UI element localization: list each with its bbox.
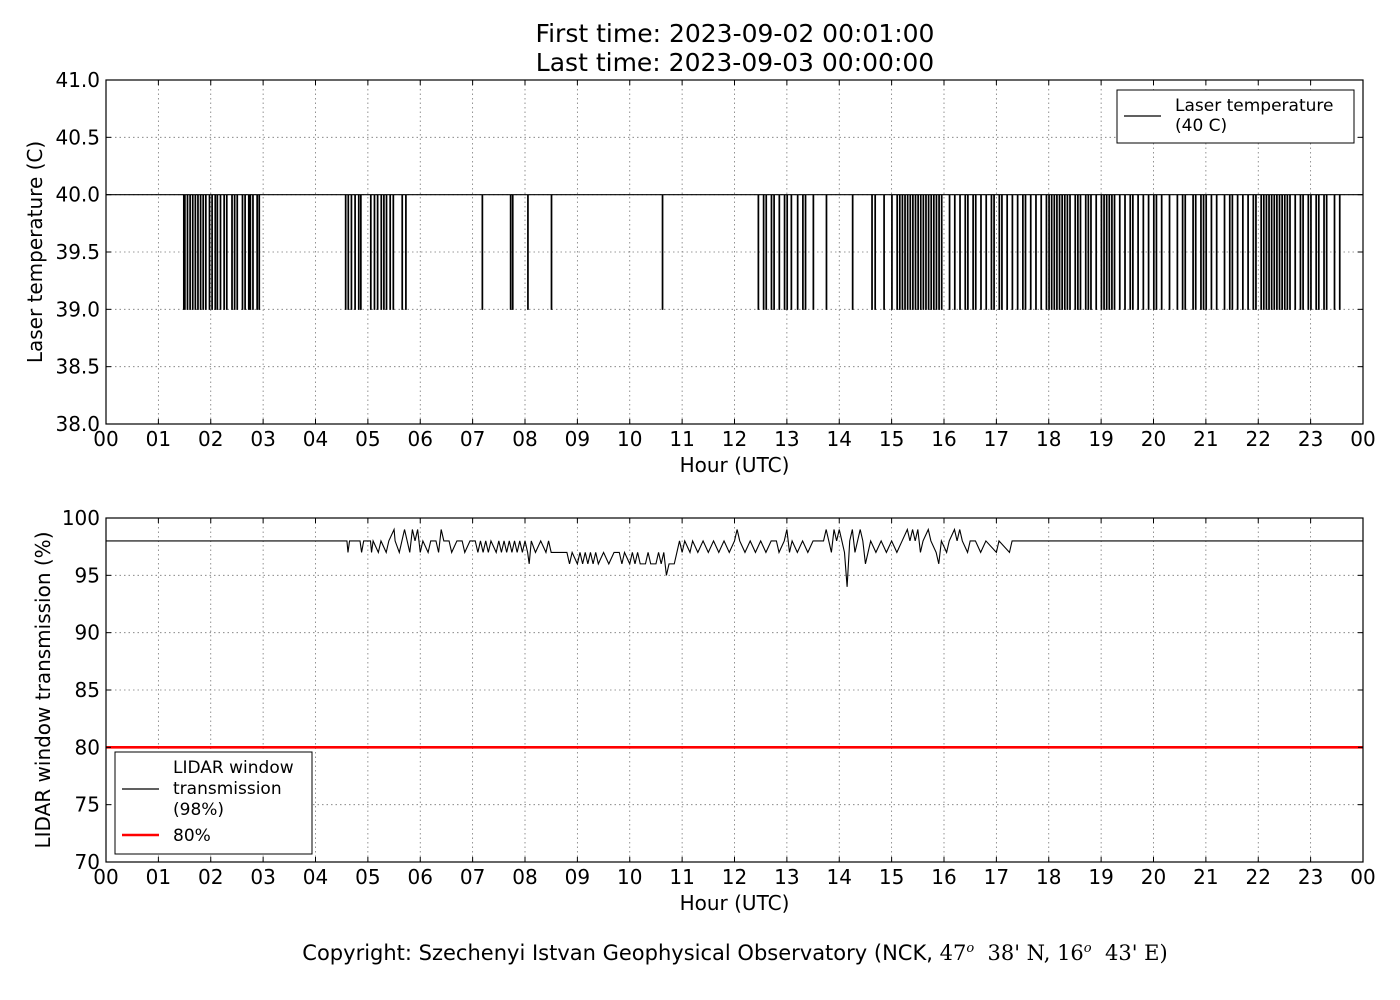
x-tick-label: 18 [1036,865,1061,889]
legend-label-lidar: LIDAR window [173,758,294,778]
legend-label-laser: (40 C) [1175,116,1227,136]
legend-label-laser: Laser temperature [1175,96,1333,116]
y-tick-label: 85 [75,678,100,702]
x-tick-label: 03 [250,427,275,451]
y-axis-label: Laser temperature (C) [23,141,47,363]
y-tick-label: 100 [62,506,100,530]
x-tick-label: 21 [1193,427,1218,451]
y-tick-label: 70 [75,850,100,874]
legend-label-lidar: (98%) [173,800,224,820]
lidar-transmission-series-line [106,527,1363,587]
x-tick-label: 09 [565,427,590,451]
x-tick-label: 22 [1246,427,1271,451]
x-tick-label: 00 [1350,865,1375,889]
copyright-note: Copyright: Szechenyi Istvan Geophysical … [0,936,1400,966]
x-tick-label: 05 [355,865,380,889]
x-tick-label: 10 [617,865,642,889]
x-tick-label: 06 [408,427,433,451]
legend-label-threshold: 80% [173,826,211,846]
x-tick-label: 18 [1036,427,1061,451]
x-tick-label: 00 [1350,427,1375,451]
y-tick-label: 75 [75,793,100,817]
x-tick-label: 05 [355,427,380,451]
y-tick-label: 38.5 [55,355,100,379]
latitude-rest: 38' N, [987,941,1058,965]
x-tick-label: 15 [879,865,904,889]
x-tick-label: 20 [1141,427,1166,451]
legend-label-lidar: transmission [173,779,282,799]
x-tick-label: 09 [565,865,590,889]
copyright-text: Copyright: Szechenyi Istvan Geophysical … [302,941,940,965]
degree-mark: o [966,941,975,956]
x-tick-label: 08 [512,427,537,451]
x-tick-label: 19 [1088,865,1113,889]
x-tick-label: 04 [303,865,328,889]
x-tick-label: 06 [408,865,433,889]
x-axis-label: Hour (UTC) [680,891,790,915]
y-tick-label: 40.5 [55,125,100,149]
x-tick-label: 15 [879,427,904,451]
x-tick-label: 01 [146,427,171,451]
x-tick-label: 12 [722,427,747,451]
longitude-rest: 43' E) [1104,941,1168,965]
x-tick-label: 16 [931,427,956,451]
x-tick-label: 01 [146,865,171,889]
lidar-transmission-plot: 00 01 02 03 04 05 06 07 08 09 10 11 12 13 14 15 16 17 18 19… [31,506,1376,915]
x-tick-label: 10 [617,427,642,451]
chart-title-line-1: First time: 2023-09-02 00:01:00 [535,19,935,48]
x-tick-label: 00 [93,865,118,889]
x-tick-label: 13 [774,865,799,889]
x-tick-label: 11 [669,865,694,889]
x-tick-label: 04 [303,427,328,451]
x-tick-label: 08 [512,865,537,889]
y-tick-label: 39.5 [55,240,100,264]
x-tick-label: 21 [1193,865,1218,889]
x-tick-label: 20 [1141,865,1166,889]
x-tick-label: 13 [774,427,799,451]
x-tick-label: 02 [198,865,223,889]
x-tick-label: 23 [1298,427,1323,451]
laser-temperature-series-line [106,194,1363,310]
x-tick-label: 07 [460,427,485,451]
x-tick-label: 14 [827,427,852,451]
x-tick-label: 07 [460,865,485,889]
x-tick-label: 23 [1298,865,1323,889]
latitude-degrees: 47 [939,941,967,965]
x-tick-label: 17 [984,865,1009,889]
y-tick-label: 39.0 [55,297,100,321]
x-axis-label: Hour (UTC) [680,453,790,477]
y-tick-label: 38.0 [55,412,100,436]
y-axis-label: LIDAR window transmission (%) [31,532,55,849]
x-tick-label: 19 [1088,427,1113,451]
x-tick-label: 12 [722,865,747,889]
y-tick-label: 80 [75,735,100,759]
chart-title-line-2: Last time: 2023-09-03 00:00:00 [535,48,935,77]
x-tick-label: 22 [1246,865,1271,889]
x-tick-label: 02 [198,427,223,451]
x-tick-label: 00 [93,427,118,451]
y-tick-label: 41.0 [55,68,100,92]
degree-mark: o [1083,941,1092,956]
laser-temperature-plot: 00 01 02 03 04 05 06 07 08 09 10 11 12 13 14 15 16 17 18 19… [23,68,1376,477]
x-tick-label: 03 [250,865,275,889]
x-tick-label: 16 [931,865,956,889]
x-tick-label: 11 [669,427,694,451]
x-tick-label: 14 [827,865,852,889]
longitude-degrees: 16 [1057,941,1084,965]
y-tick-label: 90 [75,621,100,645]
x-tick-label: 17 [984,427,1009,451]
y-tick-label: 95 [75,563,100,587]
y-tick-label: 40.0 [55,183,100,207]
legend-box [114,751,313,855]
